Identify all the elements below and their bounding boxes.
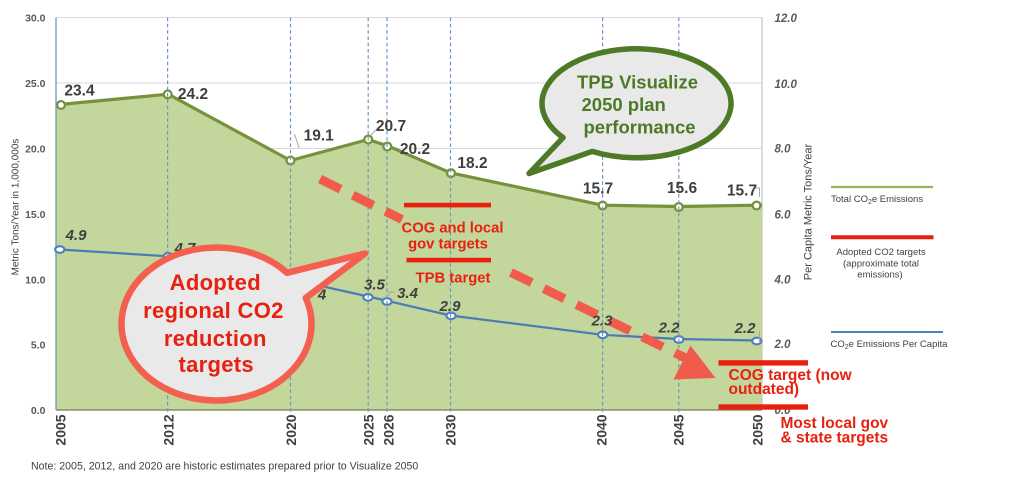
svg-text:5.0: 5.0 [31, 339, 46, 351]
svg-text:Metric Tons/Year in 1,000,000s: Metric Tons/Year in 1,000,000s [11, 139, 22, 276]
svg-text:2.3: 2.3 [591, 313, 614, 330]
svg-text:15.6: 15.6 [667, 180, 698, 197]
svg-text:18.2: 18.2 [457, 155, 487, 172]
svg-text:2005: 2005 [53, 414, 69, 445]
svg-text:& state targets: & state targets [781, 430, 889, 447]
svg-text:outdated): outdated) [729, 381, 800, 398]
svg-text:20.2: 20.2 [400, 141, 430, 158]
svg-text:20.7: 20.7 [376, 118, 406, 135]
svg-text:12.0: 12.0 [775, 13, 798, 25]
svg-text:(approximate total: (approximate total [843, 259, 919, 270]
svg-text:20.0: 20.0 [25, 143, 46, 155]
svg-text:Most local gov: Most local gov [781, 415, 889, 432]
svg-text:gov targets: gov targets [408, 237, 488, 253]
svg-text:TPB target: TPB target [416, 271, 491, 287]
svg-text:2050: 2050 [750, 414, 766, 445]
svg-text:COG and local: COG and local [402, 221, 504, 237]
svg-text:15.7: 15.7 [727, 183, 757, 200]
svg-text:6.0: 6.0 [775, 210, 792, 222]
svg-text:3.5: 3.5 [364, 277, 386, 294]
svg-text:TPB Visualize: TPB Visualize [577, 72, 698, 93]
svg-text:CO2e Emissions Per Capita: CO2e Emissions Per Capita [831, 339, 949, 351]
svg-text:performance: performance [584, 117, 696, 138]
svg-text:0.0: 0.0 [31, 405, 46, 417]
svg-text:2.0: 2.0 [774, 339, 792, 351]
svg-text:Adopted: Adopted [170, 270, 261, 295]
svg-text:10.0: 10.0 [775, 79, 798, 91]
svg-text:4: 4 [317, 287, 327, 304]
svg-text:2020: 2020 [283, 414, 299, 445]
svg-text:regional CO2: regional CO2 [143, 298, 284, 323]
svg-text:2012: 2012 [161, 414, 177, 445]
svg-text:COG target (now: COG target (now [729, 367, 853, 384]
svg-text:10.0: 10.0 [25, 274, 46, 286]
svg-text:15.7: 15.7 [583, 181, 613, 198]
svg-text:2025: 2025 [361, 414, 377, 445]
svg-text:15.0: 15.0 [25, 209, 46, 221]
svg-text:30.0: 30.0 [25, 12, 46, 24]
svg-text:3.4: 3.4 [397, 285, 419, 302]
svg-text:25.0: 25.0 [25, 78, 46, 90]
svg-text:24.2: 24.2 [178, 86, 208, 103]
svg-text:4.0: 4.0 [774, 275, 792, 287]
svg-text:2.9: 2.9 [439, 298, 462, 315]
svg-text:targets: targets [178, 352, 253, 377]
svg-text:19.1: 19.1 [304, 128, 335, 145]
svg-text:2040: 2040 [594, 414, 610, 445]
svg-text:emissions): emissions) [857, 270, 902, 281]
svg-text:2030: 2030 [443, 414, 459, 445]
svg-text:Adopted CO2 targets: Adopted CO2 targets [836, 247, 925, 258]
svg-text:reduction: reduction [164, 326, 267, 351]
svg-text:2.2: 2.2 [734, 320, 757, 337]
svg-text:2045: 2045 [671, 414, 687, 445]
svg-text:2.2: 2.2 [658, 320, 681, 337]
svg-text:Per Capita Metric Tons/Year: Per Capita Metric Tons/Year [802, 143, 814, 280]
svg-text:Total CO2e Emissions: Total CO2e Emissions [831, 194, 923, 206]
svg-text:4.9: 4.9 [65, 227, 88, 244]
svg-text:23.4: 23.4 [64, 83, 95, 100]
svg-text:2050 plan: 2050 plan [582, 94, 666, 115]
svg-text:8.0: 8.0 [775, 144, 792, 156]
svg-text:Note: 2005, 2012, and 2020 are: Note: 2005, 2012, and 2020 are historic … [31, 461, 418, 473]
svg-text:2026: 2026 [381, 414, 397, 445]
